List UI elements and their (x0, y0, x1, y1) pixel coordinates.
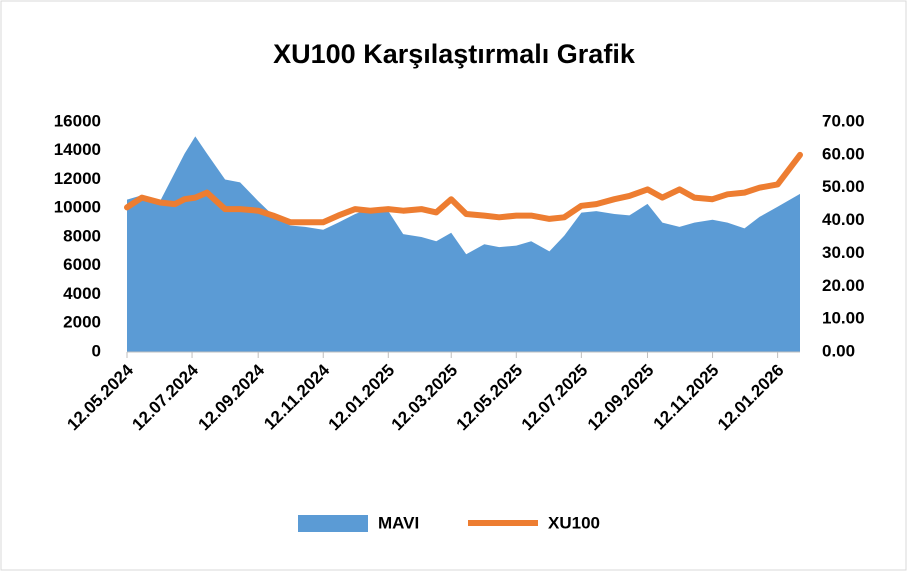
y2-tick-label: 50.00 (822, 177, 865, 196)
chart-title: XU100 Karşılaştırmalı Grafik (273, 39, 636, 69)
area (127, 136, 800, 352)
y2-tick-label: 0.00 (822, 341, 855, 360)
y-tick-label: 4000 (63, 284, 101, 303)
y-tick-label: 6000 (63, 255, 101, 274)
y-tick-label: 10000 (54, 198, 101, 217)
legend-swatch (298, 515, 368, 532)
y-tick-label: 14000 (54, 140, 101, 159)
y-tick-label: 2000 (63, 313, 101, 332)
y-tick-label: 8000 (63, 226, 101, 245)
y2-tick-label: 10.00 (822, 309, 865, 328)
y-tick-label: 16000 (54, 111, 101, 130)
legend-label: XU100 (548, 513, 600, 532)
y2-tick-label: 30.00 (822, 243, 865, 262)
y-tick-label: 0 (92, 341, 101, 360)
y2-tick-label: 40.00 (822, 210, 865, 229)
line (124, 151, 803, 226)
y2-tick-label: 60.00 (822, 144, 865, 163)
y2-tick-label: 20.00 (822, 276, 865, 295)
y-tick-label: 12000 (54, 169, 101, 188)
y2-tick-label: 70.00 (822, 111, 865, 130)
legend-label: MAVI (378, 513, 419, 532)
